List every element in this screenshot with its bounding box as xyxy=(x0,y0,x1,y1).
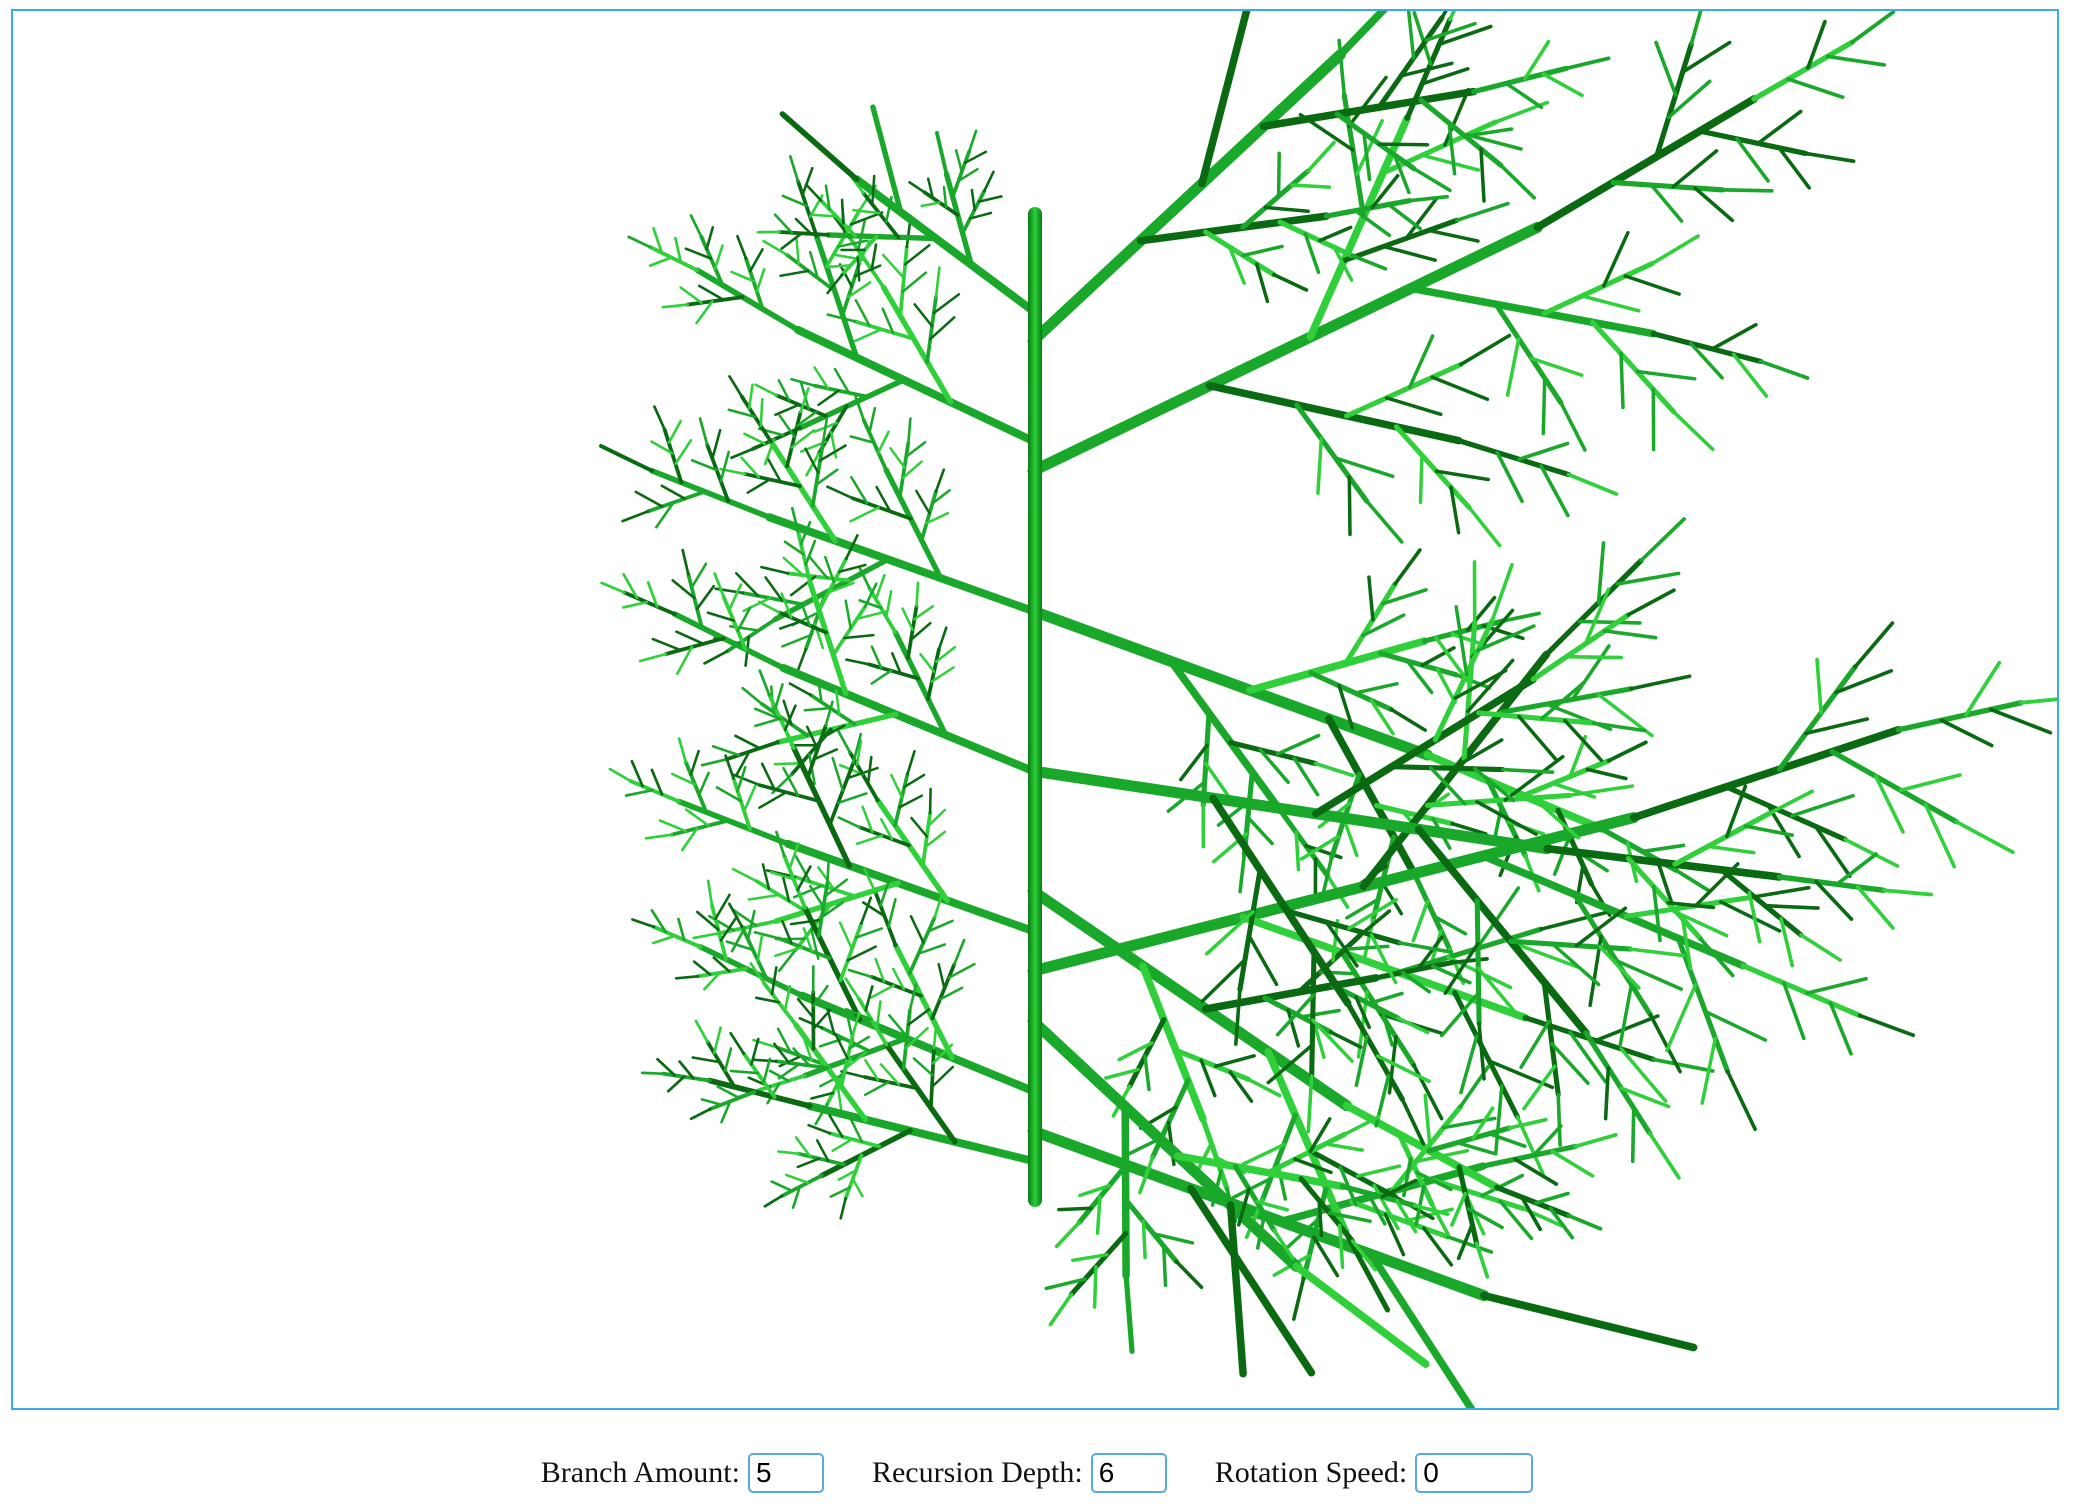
fractal-tree-scene xyxy=(599,11,2057,1408)
render-canvas[interactable] xyxy=(11,9,2059,1410)
recursion-depth-label: Recursion Depth: xyxy=(871,1456,1083,1489)
main-trunk xyxy=(1028,207,1042,1207)
rotation-speed-label: Rotation Speed: xyxy=(1214,1456,1408,1489)
branch-amount-control: Branch Amount: xyxy=(541,1453,824,1493)
control-bar: Branch Amount: Recursion Depth: Rotation… xyxy=(0,1448,2074,1498)
rotation-speed-control: Rotation Speed: xyxy=(1214,1453,1534,1493)
recursion-depth-input[interactable] xyxy=(1090,1453,1167,1493)
left-branch-cluster xyxy=(599,104,1037,1220)
branch-amount-label: Branch Amount: xyxy=(540,1456,740,1489)
recursion-depth-control: Recursion Depth: xyxy=(872,1453,1167,1493)
rotation-speed-input[interactable] xyxy=(1415,1453,1534,1493)
right-branch-cluster xyxy=(1027,11,2057,1408)
branch-amount-input[interactable] xyxy=(747,1453,824,1493)
